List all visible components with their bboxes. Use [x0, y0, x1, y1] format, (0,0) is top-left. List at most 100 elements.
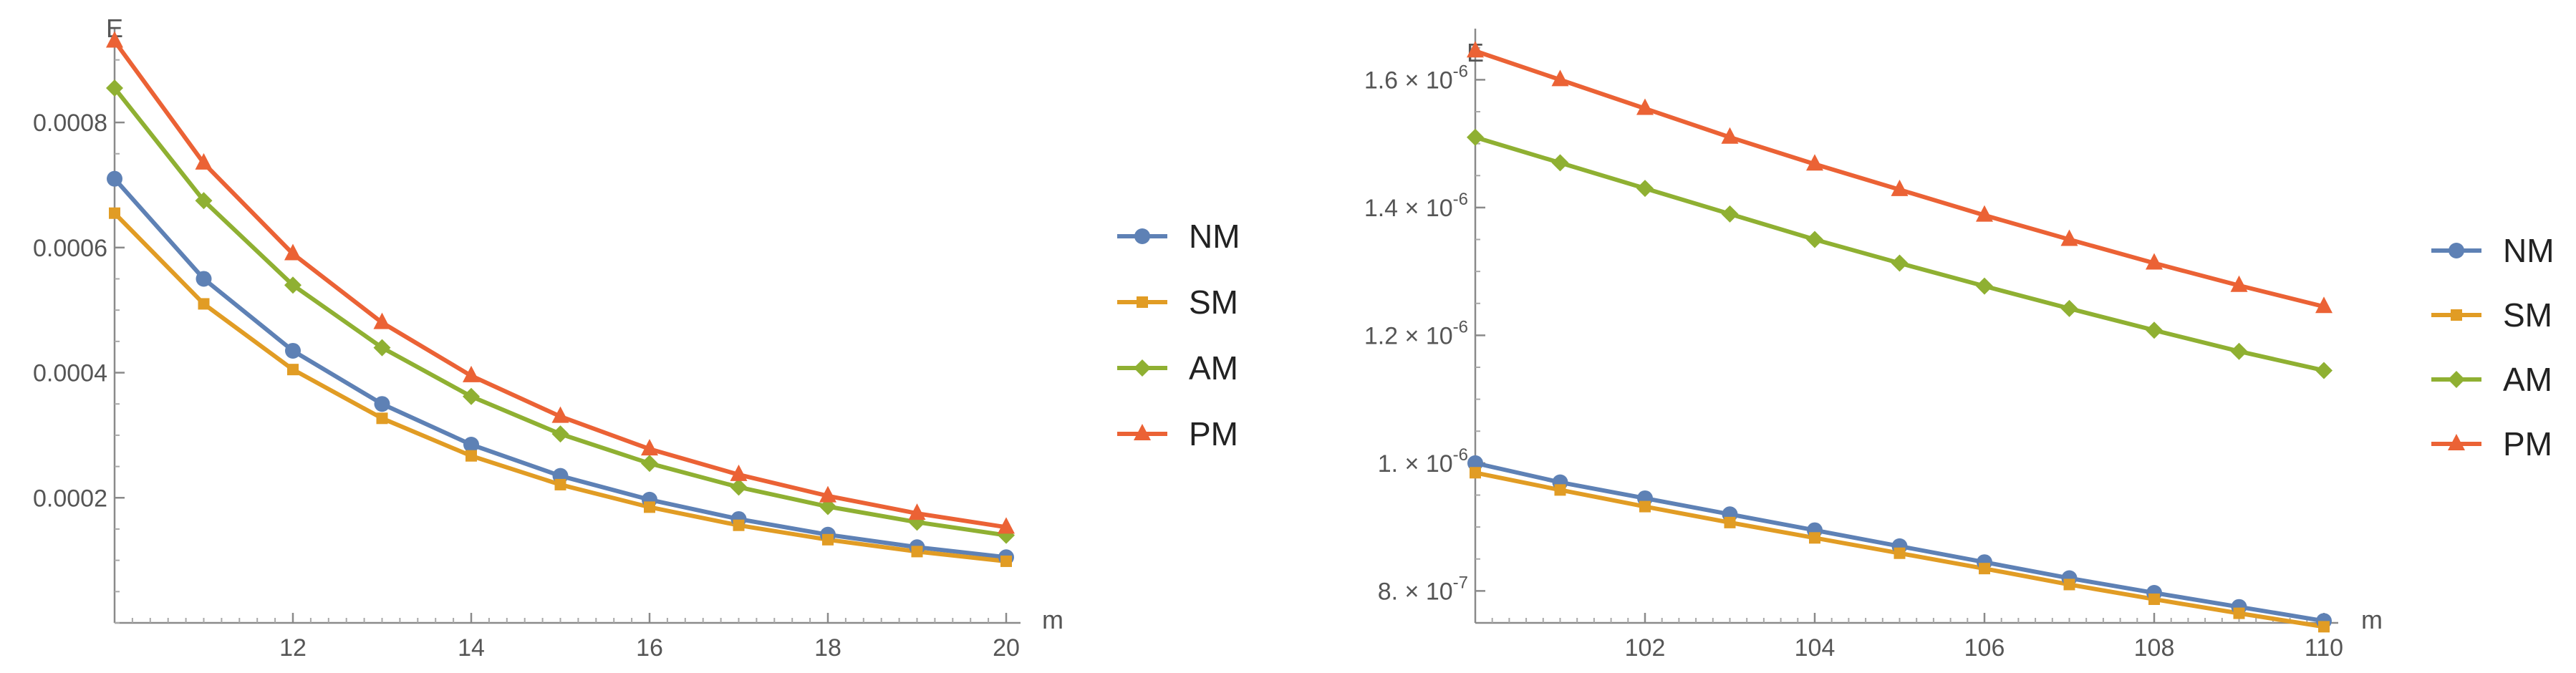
data-point-pm — [284, 243, 302, 261]
data-point-am — [730, 478, 748, 496]
data-point-pm — [730, 464, 748, 481]
data-point-sm — [1639, 500, 1651, 513]
data-point-pm — [1891, 179, 1909, 196]
data-point-sm — [2063, 578, 2075, 591]
y-tick-mantissa: 1.2 × 10 — [1364, 322, 1453, 349]
x-axis-title: m — [2361, 605, 2383, 634]
data-point-am — [2146, 321, 2163, 339]
data-point-am — [551, 425, 569, 443]
data-point-am — [195, 192, 213, 210]
data-point-pm — [819, 485, 836, 503]
data-point-sm — [1809, 532, 1820, 544]
legend-label-sm: SM — [2503, 296, 2552, 334]
y-tick-label: 1. × 10-6 — [1378, 445, 1468, 478]
data-point-am — [1891, 254, 1909, 272]
data-point-pm — [998, 517, 1015, 534]
data-point-sm — [287, 364, 299, 376]
data-point-am — [2315, 362, 2333, 379]
data-point-am — [284, 276, 302, 294]
data-point-sm — [2318, 621, 2330, 633]
data-point-am — [106, 79, 123, 97]
data-point-nm — [285, 342, 301, 359]
data-point-am — [373, 339, 391, 357]
legend-marker-nm — [2449, 243, 2464, 258]
series-line-sm — [112, 211, 1007, 563]
x-tick-label: 20 — [993, 634, 1020, 662]
legend: NM SM AM PM — [2431, 232, 2555, 463]
data-point-pm — [463, 365, 480, 382]
data-point-pm — [373, 312, 391, 329]
y-tick-label: 1.6 × 10-6 — [1364, 62, 1468, 94]
data-point-pm — [2315, 296, 2333, 314]
x-tick-label: 108 — [2134, 634, 2175, 662]
data-point-am — [2230, 342, 2248, 360]
legend-marker-nm — [1134, 228, 1150, 244]
y-tick-exponent: -7 — [1453, 573, 1468, 592]
y-tick-mantissa: 1. × 10 — [1378, 450, 1453, 478]
data-point-pm — [1721, 127, 1739, 144]
data-point-am — [2060, 299, 2078, 317]
data-point-nm — [196, 271, 212, 287]
y-tick-label: 0.0008 — [33, 110, 107, 137]
data-point-pm — [551, 406, 569, 423]
data-point-sm — [1724, 516, 1736, 528]
series-line-pm — [112, 39, 1007, 530]
legend-marker-pm — [1134, 424, 1151, 440]
legend-marker-pm — [2448, 434, 2465, 450]
legend: NM SM AM PM — [1117, 218, 1240, 452]
data-point-sm — [911, 546, 923, 558]
data-point-pm — [2146, 253, 2163, 270]
data-point-pm — [1636, 98, 1654, 115]
data-point-sm — [1000, 555, 1012, 567]
legend-label-pm: PM — [2503, 425, 2552, 463]
x-tick-label: 104 — [1795, 634, 1835, 662]
x-axis-title: m — [1042, 605, 1063, 634]
y-tick-label: 0.0006 — [33, 235, 107, 262]
data-point-nm — [463, 437, 479, 452]
data-point-pm — [195, 152, 213, 170]
legend-label-sm: SM — [1189, 284, 1238, 321]
data-point-nm — [107, 170, 122, 187]
legend-marker-am — [1134, 359, 1151, 377]
data-point-am — [641, 455, 658, 473]
legend-label-nm: NM — [2503, 232, 2555, 269]
x-tick-label: 102 — [1625, 634, 1666, 662]
y-tick-label: 8. × 10-7 — [1378, 573, 1468, 605]
data-point-sm — [644, 501, 655, 513]
data-point-pm — [1976, 205, 1993, 222]
y-tick-exponent: -6 — [1453, 62, 1468, 81]
legend-marker-am — [2448, 371, 2465, 388]
data-point-sm — [1894, 547, 1906, 559]
y-tick-exponent: -6 — [1453, 190, 1468, 209]
data-point-sm — [465, 450, 477, 462]
data-point-pm — [641, 439, 658, 456]
y-tick-exponent: -6 — [1453, 445, 1468, 465]
data-point-sm — [198, 298, 210, 310]
data-point-sm — [733, 519, 745, 531]
data-point-pm — [106, 31, 123, 48]
data-point-sm — [554, 478, 566, 490]
data-point-sm — [2233, 607, 2245, 619]
data-point-sm — [109, 207, 120, 219]
data-point-am — [1467, 128, 1484, 146]
legend-marker-sm — [1137, 296, 1148, 308]
left-chart: 12 14 16 18 200.00020.00040.00060.0008mENMSM… — [33, 14, 1240, 662]
x-tick-label: 14 — [458, 634, 485, 662]
data-point-sm — [2148, 593, 2160, 605]
x-tick-label: 106 — [1964, 634, 2005, 662]
y-tick-mantissa: 8. × 10 — [1378, 578, 1453, 605]
y-tick-exponent: -6 — [1453, 317, 1468, 336]
y-tick-label: 0.0002 — [33, 485, 107, 512]
legend-label-am: AM — [2503, 361, 2552, 398]
data-point-pm — [908, 503, 926, 521]
legend-marker-sm — [2451, 309, 2462, 321]
series-line-nm — [112, 177, 1007, 560]
data-point-pm — [2060, 229, 2078, 246]
data-point-sm — [1554, 484, 1566, 496]
y-tick-label: 1.2 × 10-6 — [1364, 317, 1468, 349]
y-tick-mantissa: 1.6 × 10 — [1364, 67, 1453, 94]
x-tick-label: 16 — [636, 634, 663, 662]
legend-label-nm: NM — [1189, 218, 1240, 255]
